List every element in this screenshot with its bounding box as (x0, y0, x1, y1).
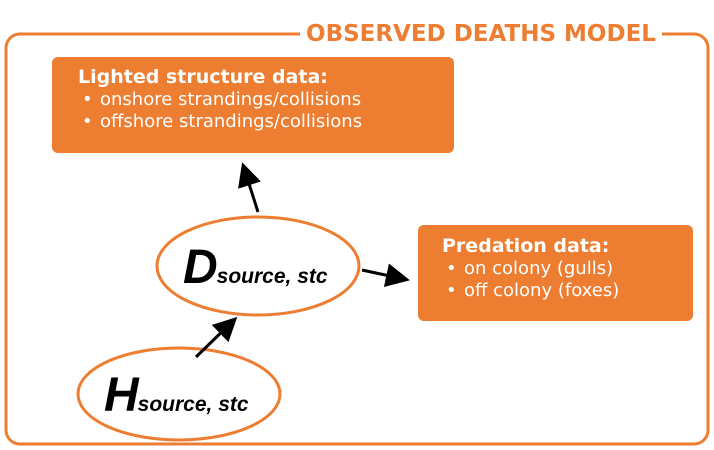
lighted-structure-list: • onshore strandings/collisions • offsho… (78, 89, 454, 133)
predation-list: • on colony (gulls) • off colony (foxes) (442, 258, 693, 302)
node-h-ellipse (76, 346, 282, 442)
list-item: • on colony (gulls) (442, 258, 693, 280)
bullet-icon: • (82, 89, 93, 110)
predation-title: Predation data: (442, 235, 610, 257)
node-d-symbol: D (183, 241, 218, 294)
list-item-label: offshore strandings/collisions (100, 111, 363, 132)
list-item: • off colony (foxes) (442, 280, 693, 302)
node-d-subscript: source, stc (216, 265, 328, 288)
list-item-label: on colony (gulls) (464, 258, 614, 279)
node-d-label: Dsource, stc (183, 242, 328, 305)
lighted-structure-title: Lighted structure data: (78, 66, 328, 88)
bullet-icon: • (446, 280, 457, 301)
arrow-h-to-d (194, 316, 238, 359)
bullet-icon: • (82, 111, 93, 132)
arrow-d-to-lighted (238, 162, 261, 213)
list-item-label: onshore strandings/collisions (100, 89, 362, 110)
arrow-d-to-predation (361, 263, 410, 287)
list-item: • onshore strandings/collisions (78, 89, 454, 111)
lighted-structure-box: Lighted structure data: • onshore strand… (52, 57, 454, 153)
node-h-symbol: H (104, 369, 139, 422)
list-item-label: off colony (foxes) (464, 280, 620, 301)
node-h-label: Hsource, stc (104, 370, 249, 433)
bullet-icon: • (446, 258, 457, 279)
model-title: OBSERVED DEATHS MODEL (300, 18, 662, 50)
node-d-ellipse (155, 215, 361, 317)
predation-box: Predation data: • on colony (gulls) • of… (418, 225, 693, 321)
list-item: • offshore strandings/collisions (78, 111, 454, 133)
node-h-subscript: source, stc (137, 393, 249, 416)
